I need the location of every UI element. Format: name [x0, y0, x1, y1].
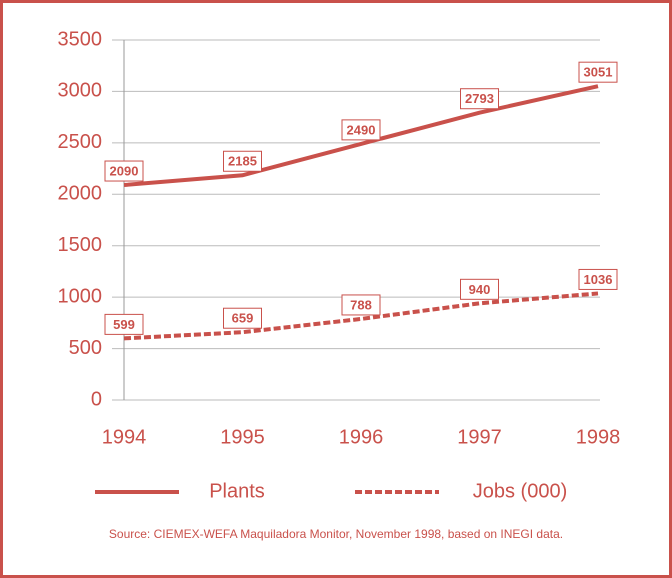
data-label-box: [104, 160, 144, 182]
x-tick-label: 1998: [576, 426, 621, 448]
data-label-box: [460, 88, 499, 110]
data-label: 599: [104, 313, 144, 335]
y-tick-label: 2500: [58, 131, 103, 153]
data-label: 3051: [578, 61, 618, 83]
data-label-box: [341, 294, 381, 316]
x-tick-label: 1996: [339, 426, 384, 448]
data-label-text: 2185: [228, 154, 257, 169]
data-label-text: 659: [232, 311, 254, 326]
data-label-text: 2090: [110, 163, 139, 178]
y-tick-label: 0: [91, 388, 102, 410]
data-label-box: [223, 307, 262, 329]
x-tick-label: 1997: [457, 426, 502, 448]
x-tick-label: 1994: [102, 426, 147, 448]
source-note: Source: CIEMEX-WEFA Maquiladora Monitor,…: [109, 527, 563, 541]
y-tick-label: 3500: [58, 28, 103, 50]
y-tick-label: 3000: [58, 80, 103, 102]
data-label-text: 940: [469, 282, 491, 297]
data-label: 2185: [223, 150, 262, 172]
series-line: [123, 84, 599, 188]
data-label-text: 2490: [347, 122, 376, 137]
data-label-box: [578, 61, 618, 83]
data-label: 1036: [578, 268, 618, 290]
data-label-text: 3051: [584, 65, 613, 80]
data-label-text: 2793: [465, 91, 494, 106]
x-tick-label: 1995: [220, 426, 265, 448]
data-label-box: [104, 313, 144, 335]
data-label: 940: [460, 278, 499, 300]
data-label-text: 1036: [584, 272, 613, 287]
y-tick-label: 1000: [58, 285, 103, 307]
data-label: 2793: [460, 88, 499, 110]
data-label: 2090: [104, 160, 144, 182]
data-label-box: [223, 150, 262, 172]
data-label: 659: [223, 307, 262, 329]
data-label: 2490: [341, 119, 381, 141]
data-label-box: [341, 119, 381, 141]
data-label-text: 788: [350, 297, 372, 312]
legend-label: Jobs (000): [473, 480, 568, 502]
data-label-text: 599: [113, 317, 135, 332]
y-tick-label: 1500: [58, 234, 103, 256]
y-tick-label: 500: [69, 337, 102, 359]
y-tick-label: 2000: [58, 183, 103, 205]
data-label-box: [460, 278, 499, 300]
data-label-box: [578, 268, 618, 290]
legend-label: Plants: [209, 480, 265, 502]
data-label: 788: [341, 294, 381, 316]
